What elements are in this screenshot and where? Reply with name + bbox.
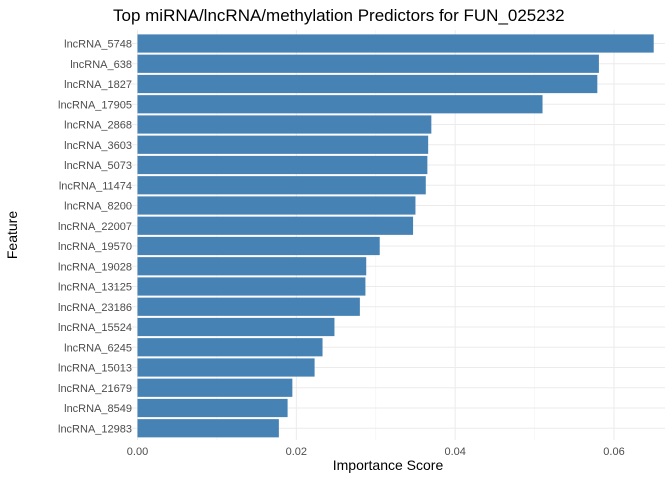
y-axis-title: Feature bbox=[4, 211, 20, 259]
x-tick-label: 0.04 bbox=[444, 446, 465, 458]
bar-lncRNA_3603 bbox=[137, 135, 429, 154]
bars bbox=[137, 34, 654, 438]
bar-lncRNA_5748 bbox=[137, 34, 654, 53]
y-tick-label: lncRNA_21679 bbox=[58, 383, 132, 395]
y-tick-label: lncRNA_19028 bbox=[58, 261, 132, 273]
y-tick-label: lncRNA_11474 bbox=[59, 180, 132, 192]
x-tick-labels: 0.00 0.02 0.04 0.06 bbox=[127, 446, 625, 458]
bar-lncRNA_15524 bbox=[137, 317, 335, 337]
y-tick-label: lncRNA_5073 bbox=[64, 160, 132, 172]
y-tick-label: lncRNA_22007 bbox=[58, 221, 132, 233]
y-tick-labels: lncRNA_5748 lncRNA_638 lncRNA_1827 lncRNA_1… bbox=[58, 39, 132, 436]
bar-lncRNA_12983 bbox=[137, 419, 279, 438]
bar-lncRNA_1827 bbox=[137, 74, 598, 94]
bar-lncRNA_19028 bbox=[137, 257, 367, 276]
y-tick-label: lncRNA_5748 bbox=[64, 39, 132, 51]
y-tick-label: lncRNA_8200 bbox=[64, 201, 132, 213]
y-tick-label: lncRNA_15013 bbox=[58, 363, 132, 375]
y-tick-label: lncRNA_13125 bbox=[58, 282, 132, 294]
bar-lncRNA_13125 bbox=[137, 277, 366, 296]
bar-lncRNA_5073 bbox=[137, 155, 428, 175]
bar-lncRNA_638 bbox=[137, 54, 599, 73]
y-tick-label: lncRNA_15524 bbox=[58, 322, 132, 334]
bar-lncRNA_11474 bbox=[137, 176, 426, 195]
bar-lncRNA_22007 bbox=[137, 216, 414, 235]
bar-lncRNA_21679 bbox=[137, 378, 293, 397]
bar-lncRNA_23186 bbox=[137, 297, 360, 316]
y-tick-label: lncRNA_12983 bbox=[58, 423, 132, 435]
y-tick-label: lncRNA_638 bbox=[70, 59, 132, 71]
chart-title: Top miRNA/lncRNA/methylation Predictors … bbox=[113, 6, 565, 25]
bar-lncRNA_6245 bbox=[137, 338, 323, 357]
bar-lncRNA_8549 bbox=[137, 398, 288, 418]
y-tick-label: lncRNA_19570 bbox=[58, 241, 132, 253]
y-tick-label: lncRNA_23186 bbox=[58, 302, 132, 314]
y-tick-label: lncRNA_17905 bbox=[58, 99, 132, 111]
y-tick-label: lncRNA_3603 bbox=[64, 140, 132, 152]
bar-lncRNA_17905 bbox=[137, 95, 543, 114]
x-tick-label: 0.02 bbox=[286, 446, 307, 458]
bar-lncRNA_19570 bbox=[137, 236, 380, 256]
bar-lncRNA_2868 bbox=[137, 115, 432, 134]
y-tick-label: lncRNA_2868 bbox=[64, 120, 132, 132]
bar-lncRNA_15013 bbox=[137, 358, 315, 377]
y-tick-label: lncRNA_1827 bbox=[64, 79, 132, 91]
y-tick-label: lncRNA_8549 bbox=[64, 403, 132, 415]
bar-lncRNA_8200 bbox=[137, 196, 416, 215]
x-axis-title: Importance Score bbox=[333, 457, 444, 473]
y-tick-label: lncRNA_6245 bbox=[64, 342, 132, 354]
x-tick-label: 0.00 bbox=[127, 446, 148, 458]
x-tick-label: 0.06 bbox=[603, 446, 624, 458]
